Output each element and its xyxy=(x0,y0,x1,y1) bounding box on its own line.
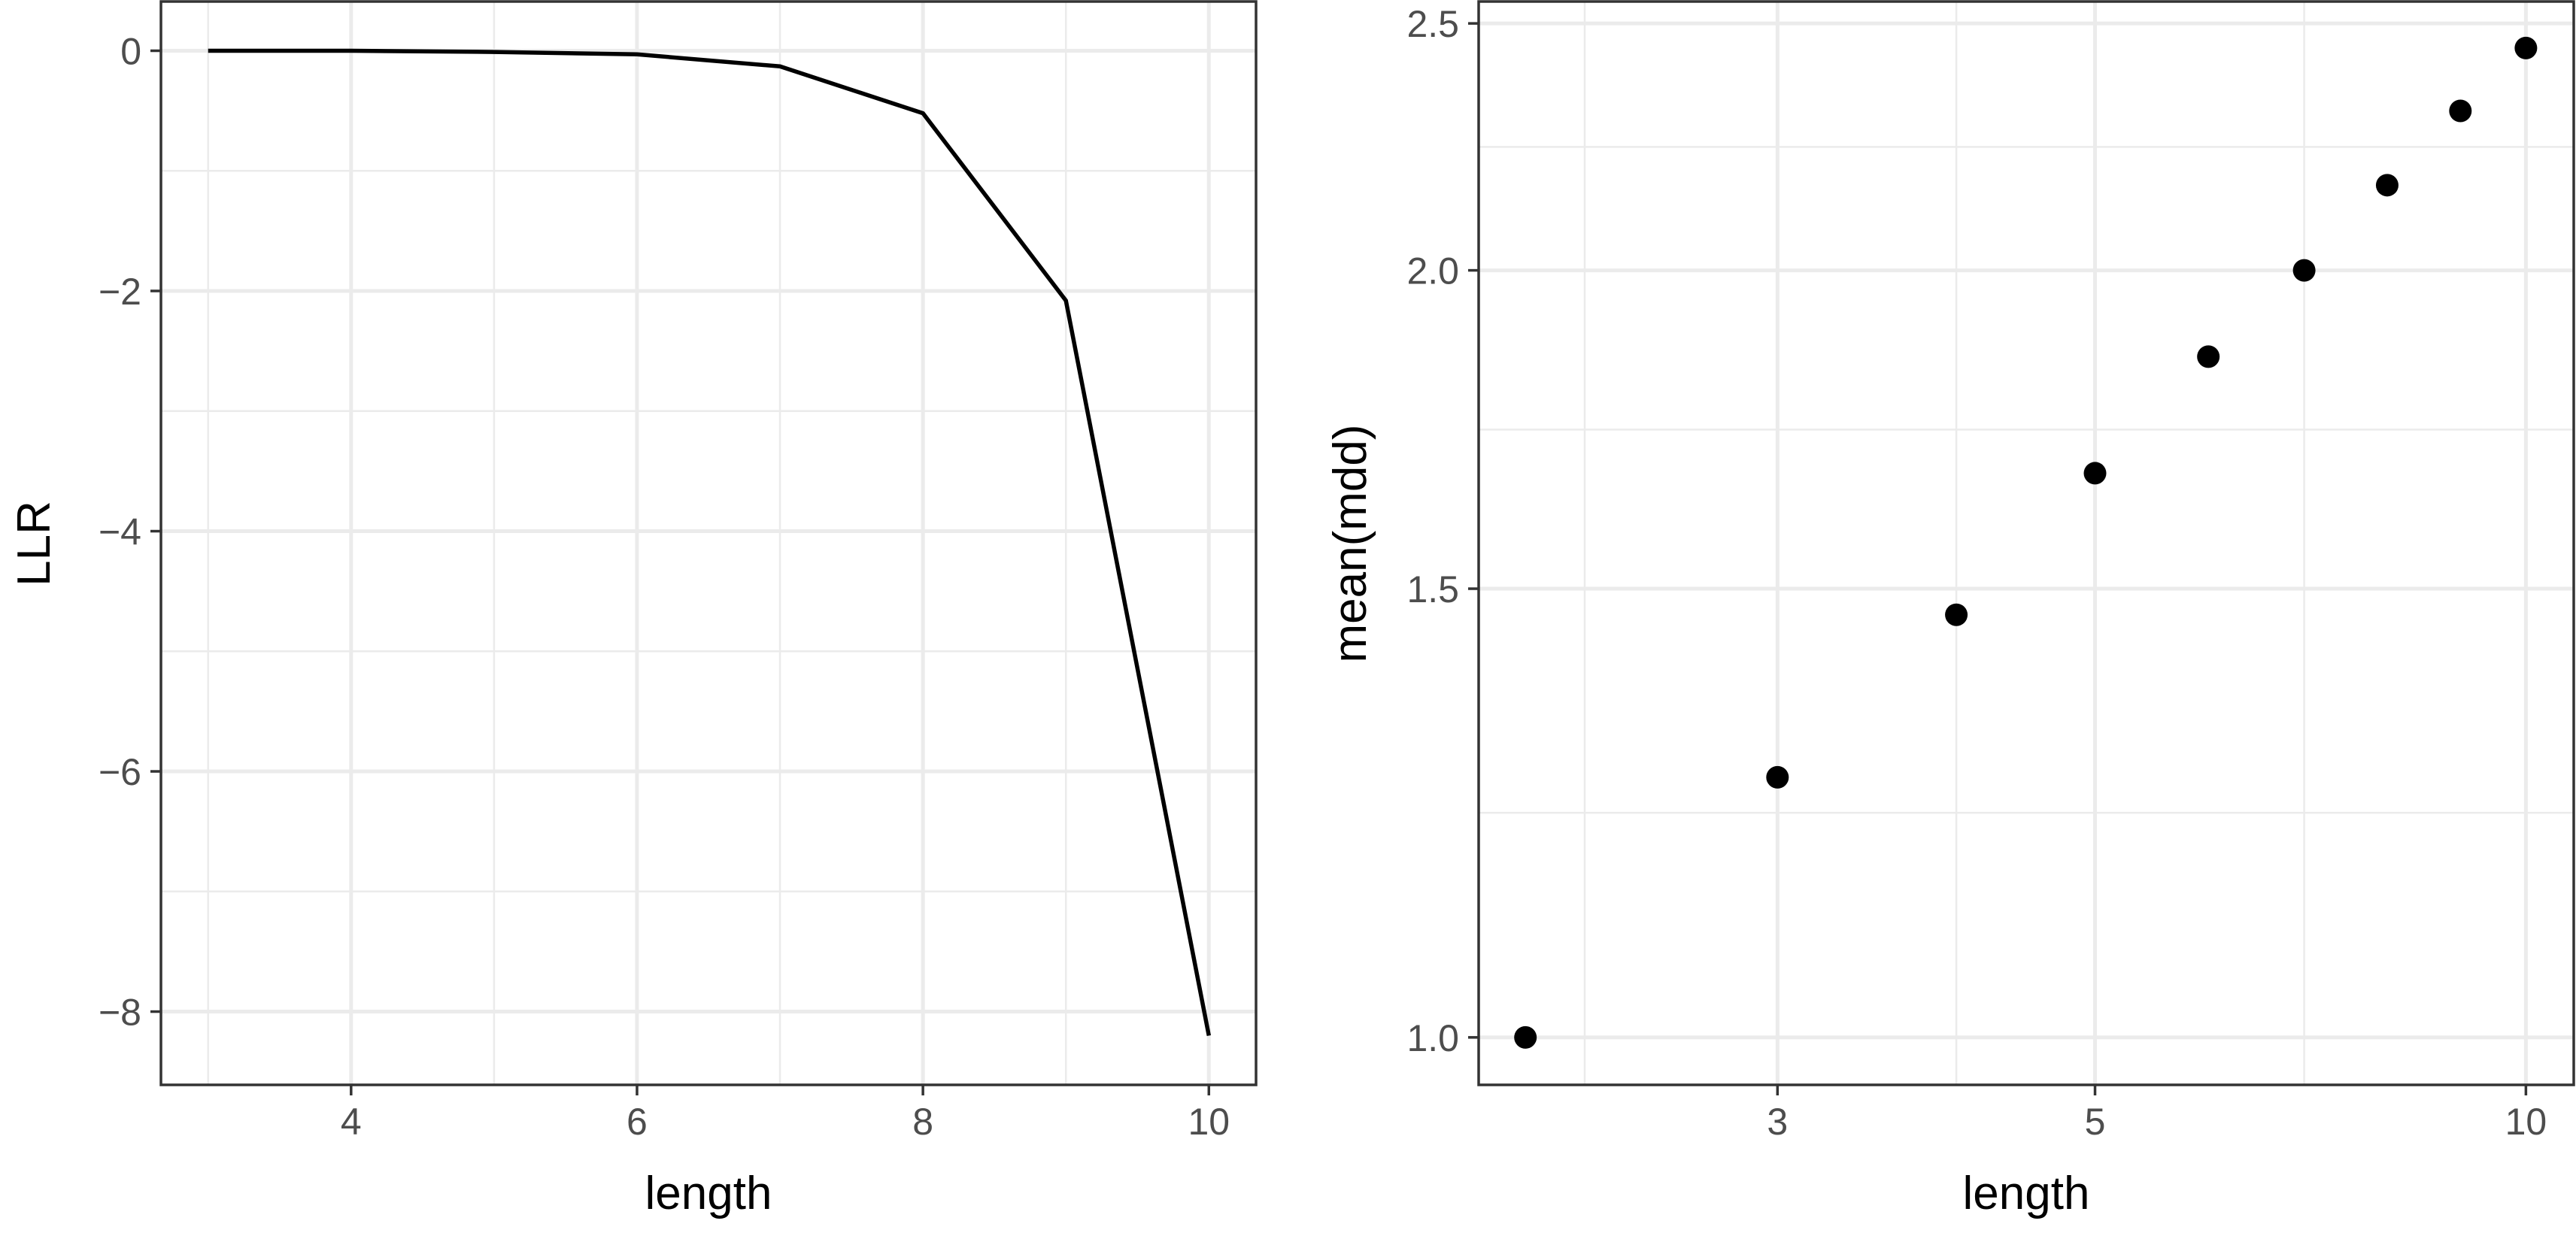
llr-y-tick-label: −8 xyxy=(99,992,141,1034)
mdd-data-point xyxy=(1514,1025,1537,1049)
mdd-panel-border xyxy=(1477,0,2575,1086)
llr-axis-ticks: 4 6 8 10 0 −2 −4 −6 −8 xyxy=(99,31,1230,1144)
mdd-x-tick-label: 5 xyxy=(2085,1101,2106,1143)
mdd-x-axis-title: length xyxy=(1963,1168,2090,1219)
mdd-y-tick-label: 2.5 xyxy=(1406,3,1459,45)
llr-gridlines xyxy=(161,2,1256,1085)
mdd-y-tick-label: 1.5 xyxy=(1406,568,1459,610)
mdd-data-point xyxy=(2375,174,2399,197)
llr-y-axis-title: LLR xyxy=(8,501,60,586)
llr-y-tick-label: −4 xyxy=(99,511,141,553)
llr-y-tick-label: −6 xyxy=(99,751,141,793)
mdd-data-point xyxy=(1945,603,1968,626)
llr-series xyxy=(208,48,1211,1037)
mdd-x-tick-label: 10 xyxy=(2505,1101,2547,1143)
mdd-data-point xyxy=(2449,99,2472,123)
mdd-axis-ticks: 3 5 10 1.0 1.5 2.0 2.5 xyxy=(1406,3,2547,1143)
mdd-data-point xyxy=(2197,345,2220,368)
llr-y-tick-label: 0 xyxy=(120,31,141,73)
llr-x-tick-label: 4 xyxy=(341,1101,362,1143)
llr-series-line xyxy=(208,48,1211,1037)
llr-x-tick-label: 8 xyxy=(912,1101,933,1143)
mdd-series xyxy=(1514,36,2538,1049)
mdd-panel: 3 5 10 1.0 1.5 2.0 2.5 length mean(mdd) xyxy=(1324,0,2575,1219)
llr-y-tick-label: −2 xyxy=(99,271,141,313)
mdd-panel-background xyxy=(1479,2,2574,1085)
mdd-y-axis-title: mean(mdd) xyxy=(1324,425,1376,663)
llr-x-tick-label: 6 xyxy=(627,1101,648,1143)
llr-panel: 4 6 8 10 0 −2 −4 −6 −8 length LLR xyxy=(8,0,1258,1219)
llr-panel-background xyxy=(161,2,1256,1085)
mdd-data-point xyxy=(2514,36,2538,59)
mdd-y-tick-label: 1.0 xyxy=(1406,1017,1459,1059)
llr-x-tick-label: 10 xyxy=(1188,1101,1230,1143)
llr-x-axis-title: length xyxy=(645,1168,772,1219)
mdd-data-point xyxy=(1766,765,1789,789)
mdd-y-tick-label: 2.0 xyxy=(1406,250,1459,292)
mdd-x-tick-label: 3 xyxy=(1767,1101,1788,1143)
llr-panel-border xyxy=(159,0,1258,1086)
mdd-data-point xyxy=(2083,462,2107,485)
mdd-gridlines xyxy=(1479,2,2574,1085)
mdd-data-point xyxy=(2292,259,2316,282)
